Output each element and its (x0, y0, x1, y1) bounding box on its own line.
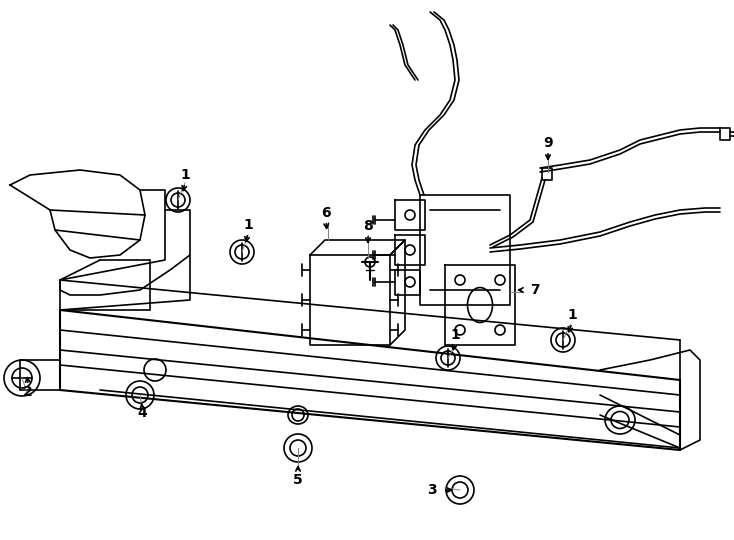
Text: 1: 1 (180, 168, 190, 182)
Text: 5: 5 (293, 473, 303, 487)
Text: 6: 6 (321, 206, 331, 220)
Text: 1: 1 (450, 328, 460, 342)
Text: 3: 3 (427, 483, 437, 497)
Text: 2: 2 (23, 385, 33, 399)
Text: 7: 7 (530, 283, 539, 297)
Text: 4: 4 (137, 406, 147, 420)
Text: 1: 1 (567, 308, 577, 322)
Text: 8: 8 (363, 219, 373, 233)
Text: 1: 1 (243, 218, 253, 232)
Text: 9: 9 (543, 136, 553, 150)
